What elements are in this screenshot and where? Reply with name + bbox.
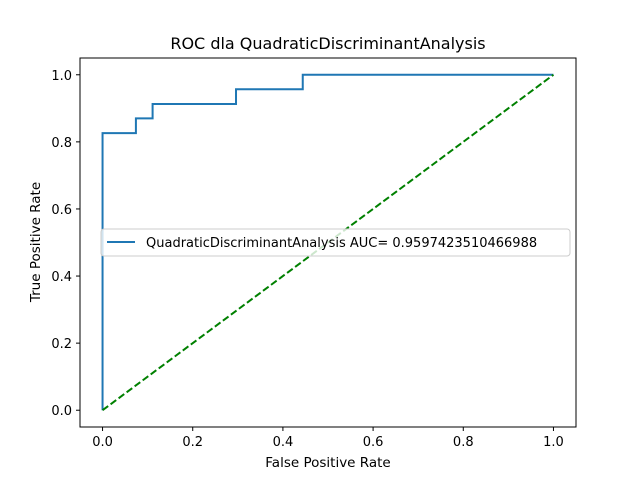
roc-curve-line xyxy=(101,73,554,411)
y-tick-label: 0.8 xyxy=(51,136,72,151)
x-tick-label: 0.0 xyxy=(92,435,113,450)
plot-area-frame xyxy=(79,57,577,428)
x-tick-label: 1.0 xyxy=(543,435,564,450)
x-axis-ticks: 0.0 0.2 0.4 0.6 0.8 1.0 xyxy=(92,427,564,450)
legend-box xyxy=(100,228,571,257)
x-tick-label: 0.2 xyxy=(182,435,203,450)
y-axis-label: True Positive Rate xyxy=(28,182,44,303)
y-tick-label: 0.0 xyxy=(51,404,72,419)
y-tick-label: 0.4 xyxy=(51,270,72,285)
legend: QuadraticDiscriminantAnalysis AUC= 0.959… xyxy=(100,228,571,257)
y-tick-label: 0.2 xyxy=(51,337,72,352)
x-tick-label: 0.4 xyxy=(273,435,294,450)
x-tick-label: 0.8 xyxy=(453,435,474,450)
x-tick-label: 0.6 xyxy=(363,435,384,450)
y-tick-label: 1.0 xyxy=(51,69,72,84)
y-tick-label: 0.6 xyxy=(51,203,72,218)
legend-label: QuadraticDiscriminantAnalysis AUC= 0.959… xyxy=(146,236,537,251)
chart-title: ROC dla QuadraticDiscriminantAnalysis xyxy=(170,34,485,53)
y-axis-ticks: 0.0 0.2 0.4 0.6 0.8 1.0 xyxy=(51,69,80,419)
x-axis-label: False Positive Rate xyxy=(265,455,390,471)
